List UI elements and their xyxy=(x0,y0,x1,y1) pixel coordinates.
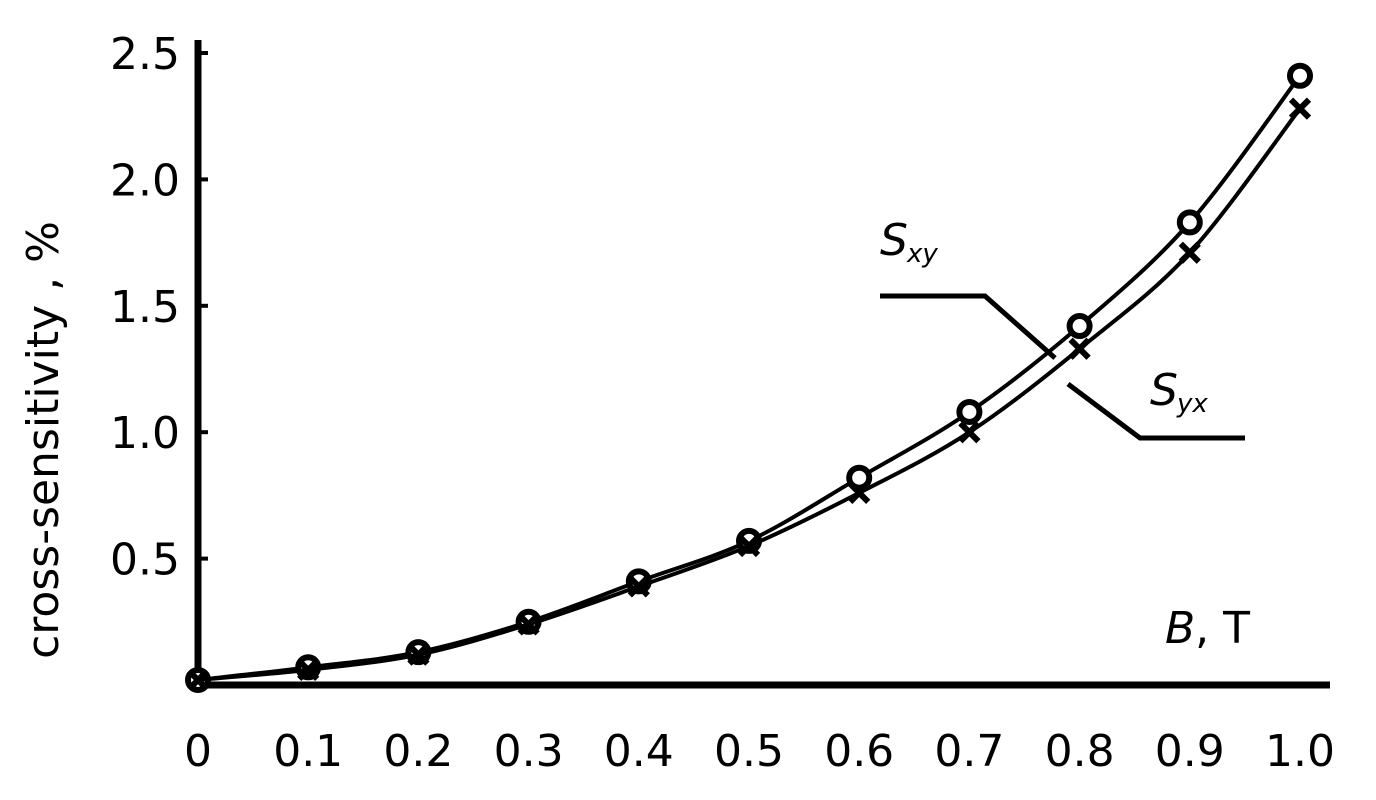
y-tick-labels: 0.5 1.0 1.5 2.0 2.5 xyxy=(110,29,208,586)
y-tick-label: 0.5 xyxy=(110,535,180,586)
data-point-xy xyxy=(1066,313,1093,340)
x-tick-label: 0.5 xyxy=(714,726,784,777)
x-tick-label: 0 xyxy=(184,726,212,777)
y-axis-label: cross-sensitivity , % xyxy=(18,221,69,659)
series-label-yx-sub: yx xyxy=(1176,389,1208,419)
data-point-xy xyxy=(956,398,983,425)
axes xyxy=(194,40,1330,689)
x-tick-label: 0.7 xyxy=(934,726,1004,777)
series-line-yx xyxy=(197,107,1302,682)
series-line-xy xyxy=(197,74,1302,682)
data-point-yx xyxy=(958,421,981,444)
y-tick-label: 1.5 xyxy=(110,282,180,333)
x-tick-label: 0.8 xyxy=(1045,726,1115,777)
series-label-yx: S xyxy=(1150,365,1178,416)
data-point-yx xyxy=(297,658,320,681)
data-point-yx xyxy=(737,534,761,558)
data-point-yx xyxy=(627,575,650,598)
data-point-xy xyxy=(846,464,873,491)
data-point-yx xyxy=(186,668,210,692)
data-point-yx xyxy=(407,643,430,666)
x-tick-labels: 0 0.1 0.2 0.3 0.4 0.5 0.6 0.7 0.8 0.9 1.0 xyxy=(184,726,1335,777)
x-tick-label: 0.2 xyxy=(383,726,453,777)
x-tick-label: 0.1 xyxy=(273,726,343,777)
leader-line-xy xyxy=(880,293,1057,360)
x-tick-label: 0.4 xyxy=(604,726,674,777)
series-label-xy: S xyxy=(880,215,908,266)
x-tick-label: 0.9 xyxy=(1155,726,1225,777)
data-point-yx xyxy=(517,613,540,636)
data-point-yx xyxy=(1288,97,1312,120)
series-group xyxy=(185,62,1313,693)
y-tick-label: 2.0 xyxy=(110,155,180,206)
x-tick-label: 0.3 xyxy=(494,726,564,777)
data-point-xy xyxy=(1287,62,1313,89)
data-point-xy xyxy=(1176,209,1203,236)
y-tick-label: 1.0 xyxy=(110,408,180,459)
x-tick-label: 1.0 xyxy=(1265,726,1335,777)
x-tick-label: 0.6 xyxy=(824,726,894,777)
data-point-yx xyxy=(848,481,871,504)
data-point-yx xyxy=(1068,337,1091,360)
data-point-yx xyxy=(1178,241,1201,264)
y-tick-label: 2.5 xyxy=(110,29,180,80)
x-axis-label: B, T xyxy=(1165,603,1250,654)
series-label-xy-sub: xy xyxy=(906,239,938,269)
leader-line-yx xyxy=(1066,382,1245,441)
